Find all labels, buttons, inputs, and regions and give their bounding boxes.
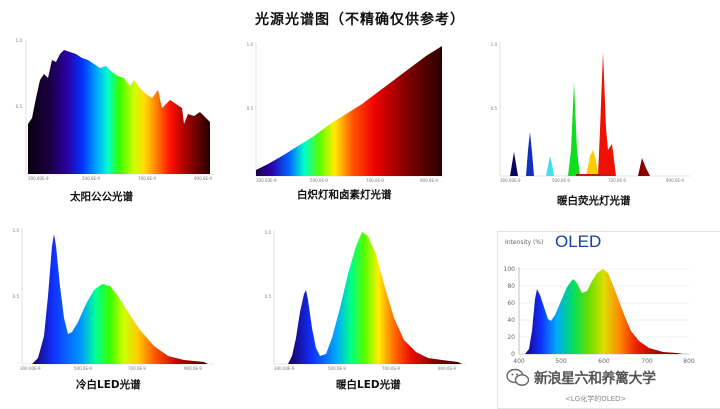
x-tick-label: 500.0E-9: [328, 366, 346, 371]
y-tick-label: 0.5: [265, 294, 272, 299]
warm-led-spectrum-panel: 1.0 0.5 300.00E-9 500.0E-9 700.0E-9 900.…: [262, 228, 472, 374]
cool-led-spectrum-caption: 冷白LED光谱: [76, 379, 141, 391]
x-tick-label: 700.0E-9: [366, 178, 384, 183]
x-tick-label: 300.00E-9: [28, 176, 49, 181]
x-tick-label: 300.00E-9: [256, 178, 277, 183]
x-tick-label: 900.0E-9: [184, 366, 202, 371]
oled-spectrum-chart: Intensity (%) 100 80 60 40 20 0 400 500 …: [504, 239, 695, 365]
oled-y-tick: 20: [507, 334, 515, 341]
y-tick-label: 1.0: [16, 38, 23, 43]
x-tick-label: 500.0E-9: [82, 176, 100, 181]
cool-led-spectrum-panel: 1.0 0.5 300.00E-9 500.0E-9 700.0E-9 900.…: [8, 226, 218, 372]
y-tick-label: 0.5: [13, 294, 20, 299]
oled-y-tick: 60: [507, 300, 515, 307]
x-tick-label: 700.0E-9: [382, 366, 400, 371]
warm-led-spectrum-chart: 1.0 0.5 300.00E-9 500.0E-9 700.0E-9 900.…: [265, 230, 466, 371]
oled-x-tick: 700: [641, 358, 653, 365]
oled-x-tick: 500: [555, 358, 567, 365]
wechat-icon: [506, 368, 530, 386]
x-tick-label: 500.0E-9: [310, 178, 328, 183]
oled-x-tick: 400: [513, 358, 525, 365]
x-tick-label: 900.0E-9: [666, 178, 684, 183]
sun-spectrum-panel: 1.0 0.5 300.00E-9 500.0E-9 700.0E-9 900.…: [14, 38, 224, 190]
y-tick-label: 0.5: [247, 106, 254, 111]
x-tick-label: 500.0E-9: [552, 178, 570, 183]
x-tick-label: 700.0E-9: [138, 176, 156, 181]
fluorescent-spectrum-caption: 暖白荧光灯光谱: [557, 195, 631, 207]
x-tick-label: 500.0E-9: [74, 366, 92, 371]
incandescent-spectrum-caption: 白炽灯和卤素灯光谱: [297, 189, 392, 201]
x-tick-label: 900.0E-9: [438, 366, 456, 371]
x-tick-label: 300.00E-9: [20, 366, 41, 371]
oled-y-tick: 80: [507, 283, 515, 290]
y-tick-label: 1.0: [491, 42, 498, 47]
y-tick-label: 1.0: [265, 230, 272, 235]
oled-y-tick: 0: [511, 351, 515, 358]
x-tick-label: 300.00E-9: [500, 178, 521, 183]
incandescent-spectrum-panel: 1.0 0.5 300.00E-9 500.0E-9 700.0E-9 900.…: [247, 40, 448, 188]
oled-y-tick: 40: [507, 317, 515, 324]
x-tick-label: 900.0E-9: [420, 178, 438, 183]
oled-x-tick: 800: [683, 358, 695, 365]
cool-led-spectrum-chart: 1.0 0.5 300.00E-9 500.0E-9 700.0E-9 900.…: [13, 228, 214, 371]
watermark-text: 新浪星六和养篱大学: [534, 371, 656, 387]
oled-y-tick: 100: [504, 266, 516, 273]
oled-ylabel: Intensity (%): [505, 239, 543, 246]
sun-spectrum-caption: 太阳公公光谱: [70, 191, 133, 203]
x-tick-label: 300.00E-9: [274, 366, 295, 371]
page-title: 光源光谱图（不精确仅供参考）: [255, 12, 465, 28]
warm-led-spectrum-caption: 暖白LED光谱: [336, 379, 401, 391]
watermark: 新浪星六和养篱大学: [506, 363, 656, 393]
oled-title: OLED: [555, 232, 602, 251]
x-tick-label: 900.0E-9: [194, 176, 212, 181]
sun-spectrum-chart: 1.0 0.5 300.00E-9 500.0E-9 700.0E-9 900.…: [16, 38, 214, 181]
oled-x-tick: 600: [598, 358, 610, 365]
y-tick-label: 0.5: [16, 104, 23, 109]
fluorescent-spectrum-panel: 1.0 0.5 300.00E-9 500.0E-9 700.0E-9 900.…: [490, 40, 696, 186]
watermark-subtitle: <LG化学的OLED>: [565, 395, 627, 403]
x-tick-label: 700.0E-9: [608, 178, 626, 183]
y-tick-label: 1.0: [247, 42, 254, 47]
y-tick-label: 0.5: [491, 106, 498, 111]
fluorescent-spectrum-chart: 1.0 0.5 300.00E-9 500.0E-9 700.0E-9 900.…: [491, 42, 690, 183]
x-tick-label: 700.0E-9: [128, 366, 146, 371]
y-tick-label: 1.0: [13, 228, 20, 233]
incandescent-spectrum-chart: 1.0 0.5 300.00E-9 500.0E-9 700.0E-9 900.…: [247, 42, 444, 183]
